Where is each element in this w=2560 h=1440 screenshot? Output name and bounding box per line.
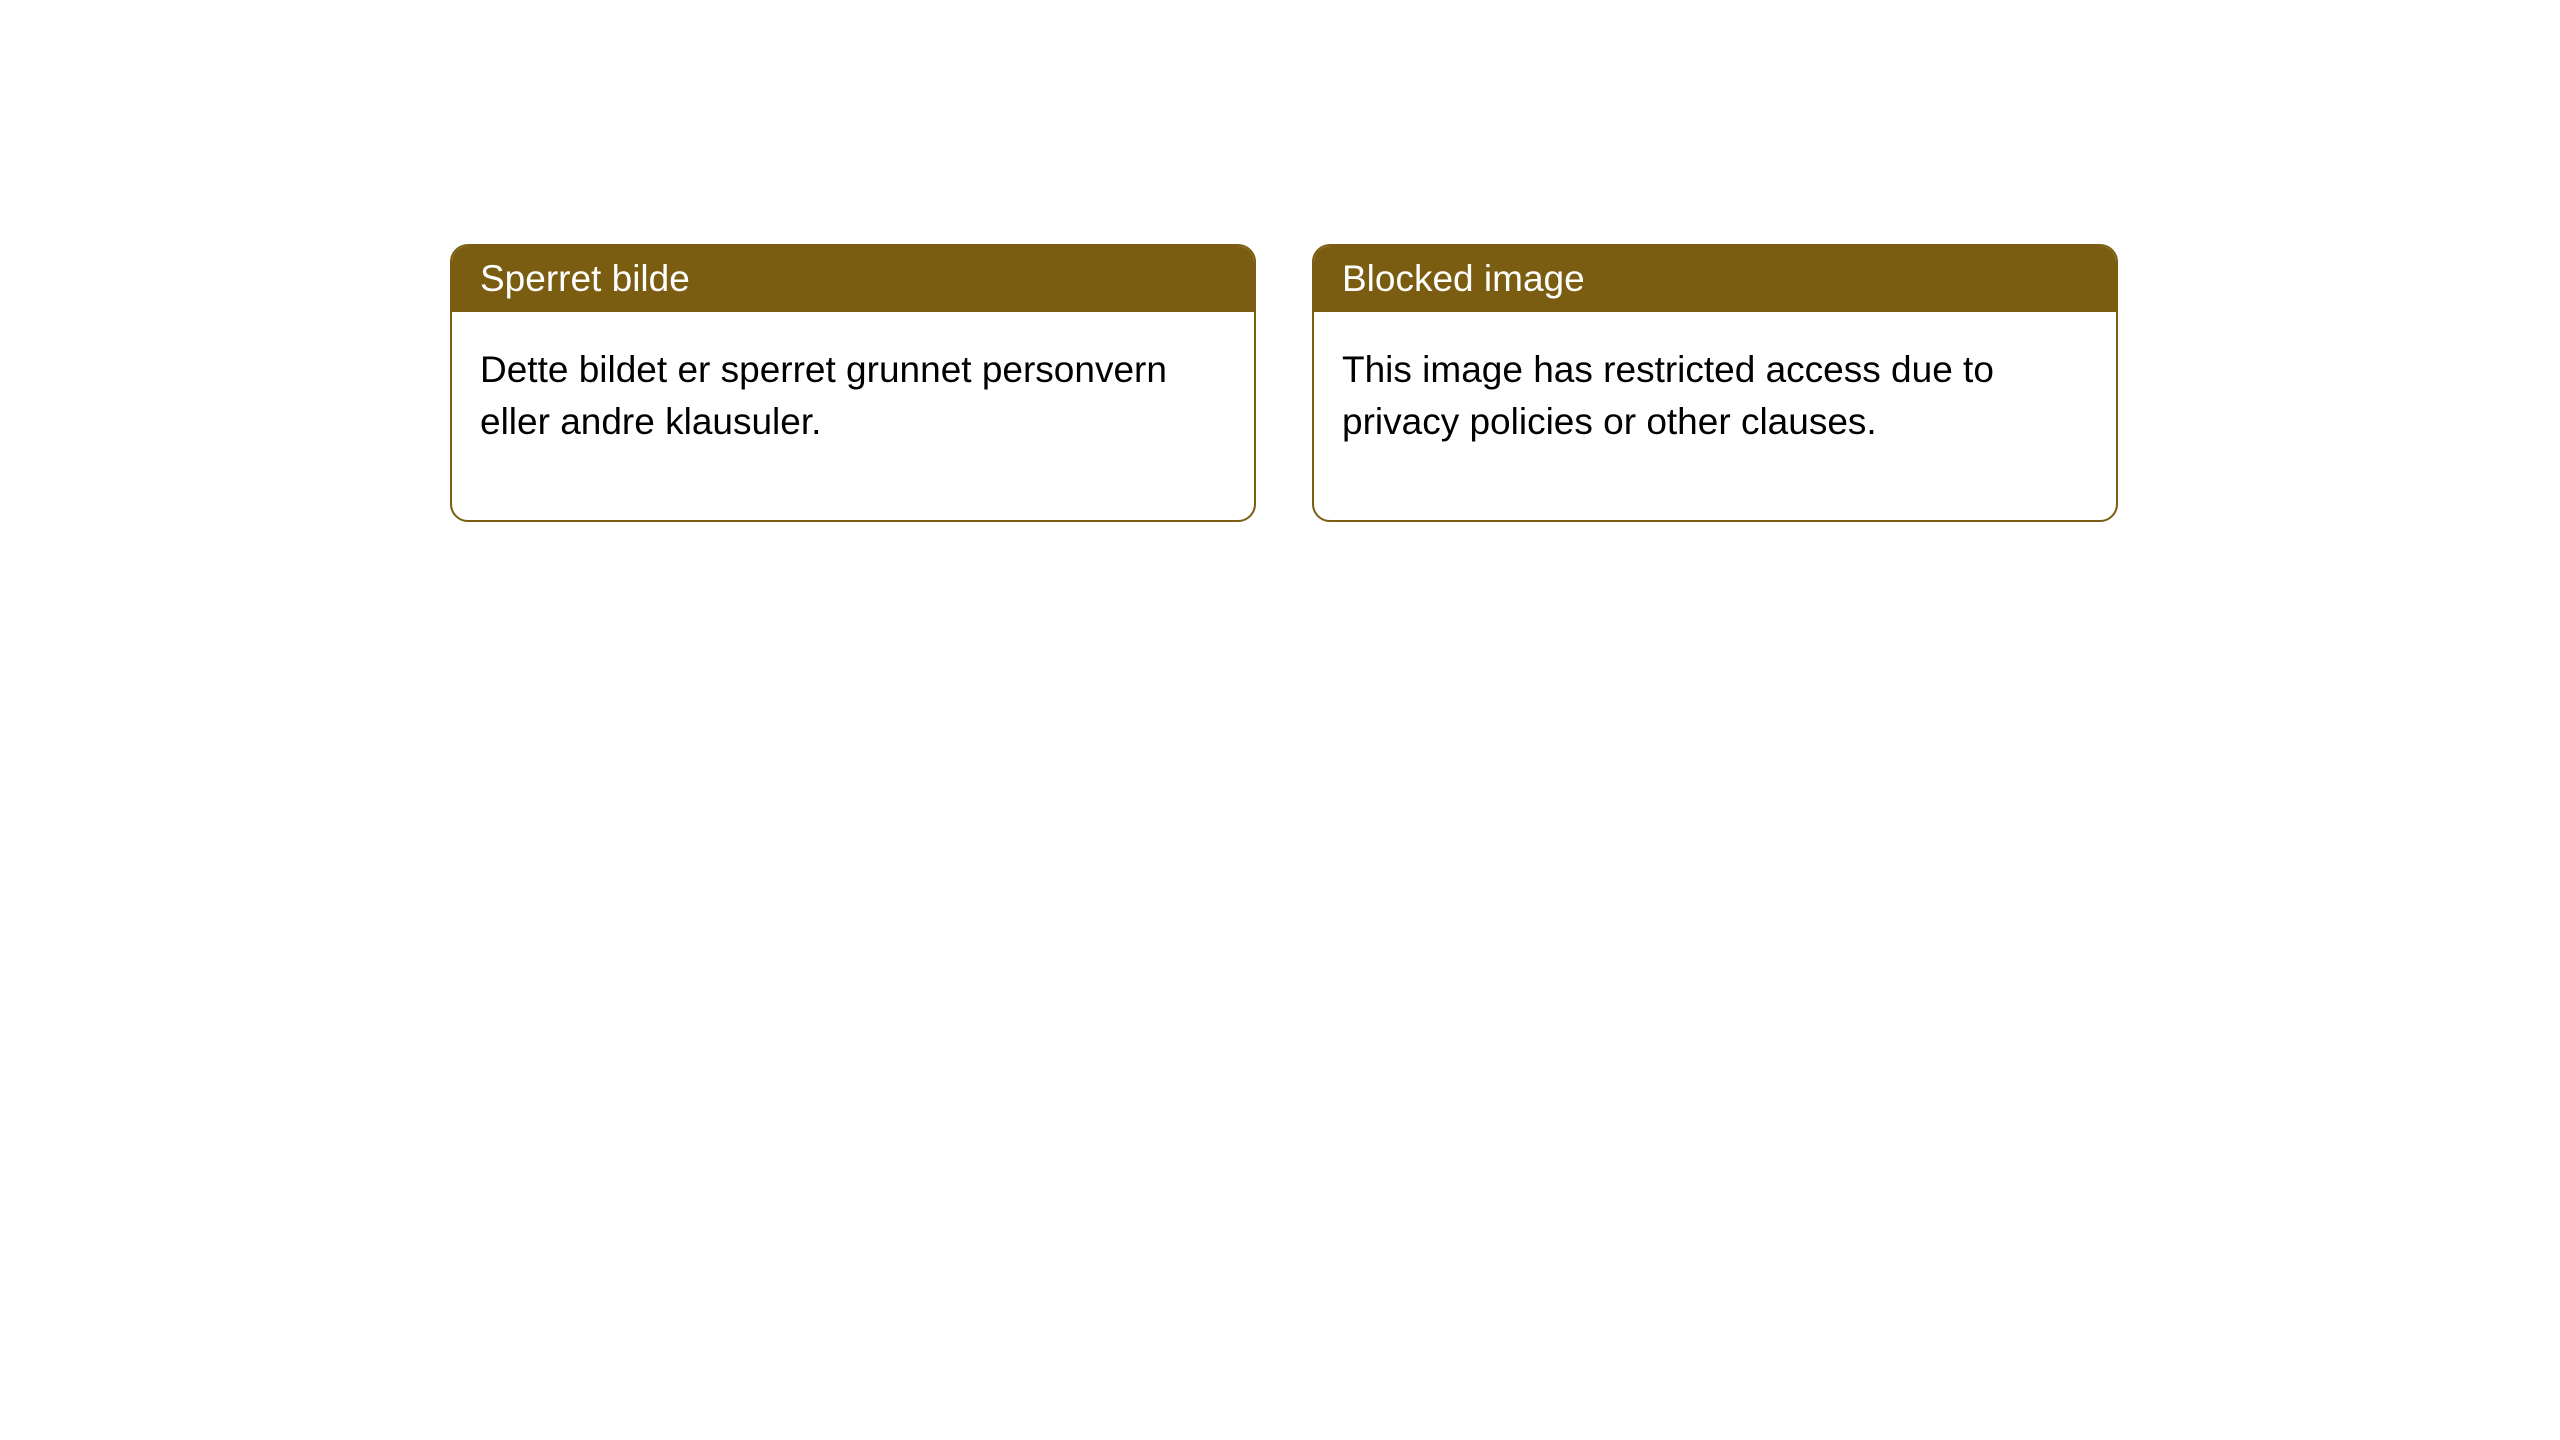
notice-box-norwegian: Sperret bilde Dette bildet er sperret gr… xyxy=(450,244,1256,522)
notice-container: Sperret bilde Dette bildet er sperret gr… xyxy=(0,0,2560,522)
notice-header-norwegian: Sperret bilde xyxy=(452,246,1254,312)
notice-header-english: Blocked image xyxy=(1314,246,2116,312)
notice-body-norwegian: Dette bildet er sperret grunnet personve… xyxy=(452,312,1254,520)
notice-box-english: Blocked image This image has restricted … xyxy=(1312,244,2118,522)
notice-body-english: This image has restricted access due to … xyxy=(1314,312,2116,520)
